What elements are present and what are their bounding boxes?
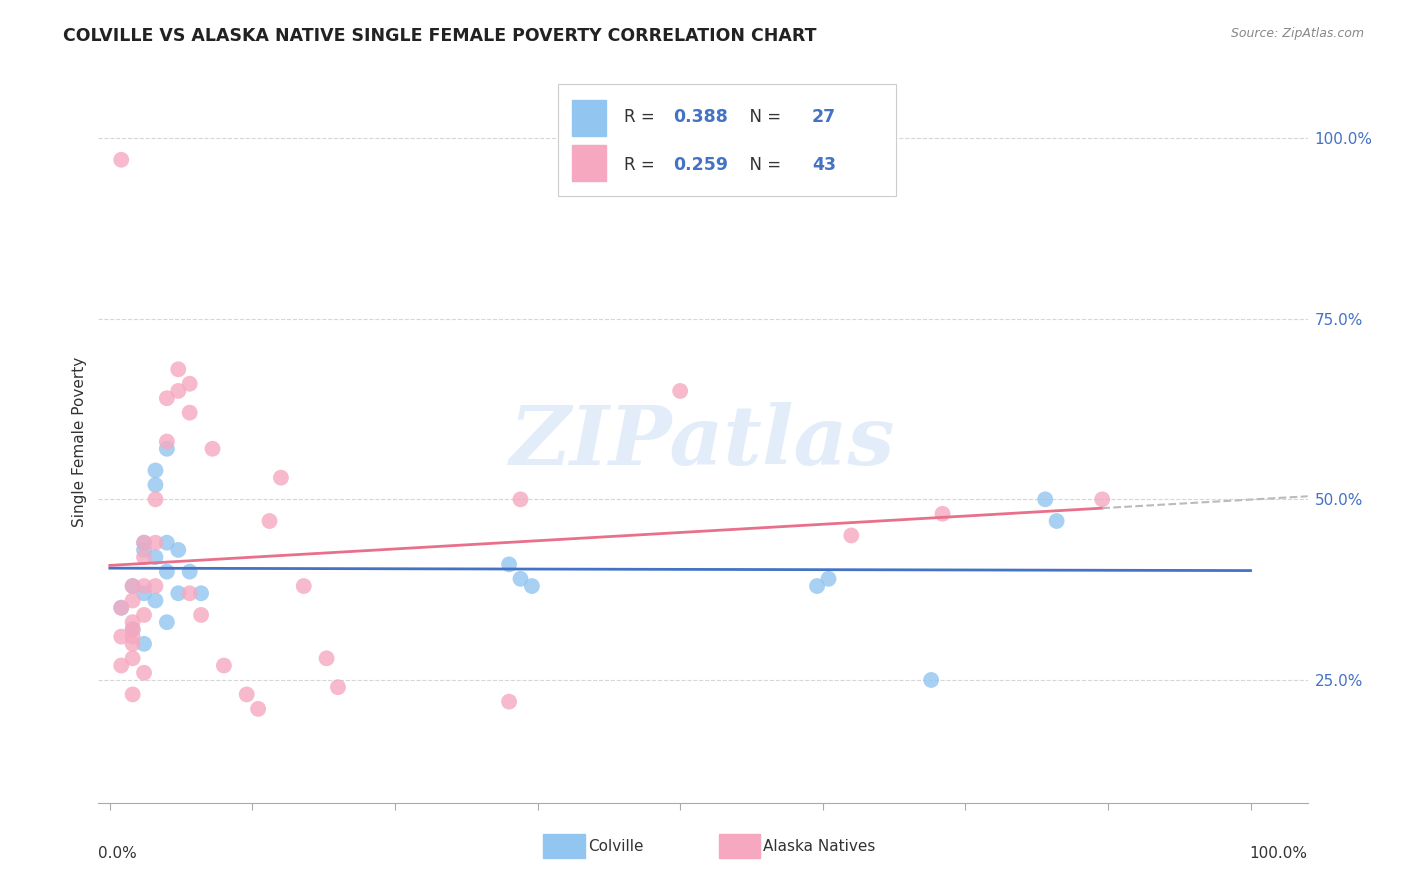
Point [247, 702, 270, 716]
Point [520, 579, 543, 593]
Point [817, 572, 839, 586]
Point [190, 607, 212, 622]
Point [1046, 514, 1069, 528]
Point [132, 607, 155, 622]
Point [121, 687, 143, 701]
Point [121, 630, 143, 644]
Point [121, 615, 143, 630]
Point [132, 665, 155, 680]
Point [931, 507, 953, 521]
Point [156, 615, 179, 630]
Text: 43: 43 [811, 156, 835, 174]
Point [110, 153, 132, 167]
Point [156, 391, 179, 405]
Point [156, 434, 179, 449]
Point [920, 673, 942, 687]
Text: R =: R = [624, 108, 661, 126]
FancyBboxPatch shape [718, 834, 759, 858]
Point [121, 579, 143, 593]
Point [145, 550, 167, 565]
Point [110, 630, 132, 644]
Point [132, 542, 155, 557]
Text: Colville: Colville [588, 838, 644, 854]
Point [839, 528, 862, 542]
FancyBboxPatch shape [572, 145, 606, 181]
Point [190, 586, 212, 600]
Text: Alaska Natives: Alaska Natives [763, 838, 876, 854]
FancyBboxPatch shape [543, 834, 585, 858]
FancyBboxPatch shape [558, 84, 897, 196]
Point [121, 579, 143, 593]
Point [212, 658, 235, 673]
Text: 27: 27 [811, 108, 837, 126]
Point [167, 384, 190, 398]
Point [145, 593, 167, 607]
Point [315, 651, 337, 665]
Point [498, 558, 520, 572]
Point [156, 442, 179, 456]
Point [498, 695, 520, 709]
Point [145, 478, 167, 492]
Text: ZIPatlas: ZIPatlas [510, 401, 896, 482]
Point [110, 658, 132, 673]
Point [179, 565, 201, 579]
Text: 0.388: 0.388 [672, 108, 728, 126]
Point [132, 550, 155, 565]
Point [121, 637, 143, 651]
Point [167, 586, 190, 600]
Point [145, 579, 167, 593]
Point [132, 579, 155, 593]
Point [179, 406, 201, 420]
Y-axis label: Single Female Poverty: Single Female Poverty [72, 357, 87, 526]
Point [145, 535, 167, 549]
Text: Source: ZipAtlas.com: Source: ZipAtlas.com [1230, 27, 1364, 40]
Point [179, 586, 201, 600]
Point [669, 384, 692, 398]
Text: N =: N = [740, 108, 786, 126]
Point [179, 376, 201, 391]
Point [806, 579, 828, 593]
Point [235, 687, 257, 701]
Point [121, 593, 143, 607]
Point [1091, 492, 1114, 507]
Point [132, 535, 155, 549]
Point [145, 463, 167, 477]
Text: 100.0%: 100.0% [1250, 847, 1308, 861]
Point [132, 535, 155, 549]
Text: 0.0%: 0.0% [98, 847, 138, 861]
Point [201, 442, 224, 456]
FancyBboxPatch shape [572, 100, 606, 136]
Text: R =: R = [624, 156, 661, 174]
Point [326, 680, 349, 694]
Point [110, 600, 132, 615]
Point [270, 470, 292, 484]
Point [167, 542, 190, 557]
Point [132, 586, 155, 600]
Text: 0.259: 0.259 [672, 156, 728, 174]
Point [156, 565, 179, 579]
Point [1033, 492, 1056, 507]
Point [509, 572, 531, 586]
Point [132, 637, 155, 651]
Point [509, 492, 531, 507]
Point [156, 535, 179, 549]
Point [110, 600, 132, 615]
Point [145, 492, 167, 507]
Text: COLVILLE VS ALASKA NATIVE SINGLE FEMALE POVERTY CORRELATION CHART: COLVILLE VS ALASKA NATIVE SINGLE FEMALE … [63, 27, 817, 45]
Point [121, 651, 143, 665]
Point [259, 514, 281, 528]
Text: N =: N = [740, 156, 786, 174]
Point [121, 623, 143, 637]
Point [292, 579, 315, 593]
Point [167, 362, 190, 376]
Point [121, 623, 143, 637]
